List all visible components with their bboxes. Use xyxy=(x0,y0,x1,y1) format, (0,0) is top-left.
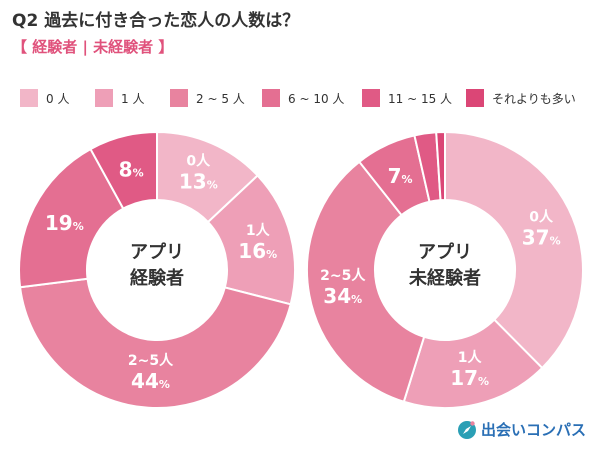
slice-unit: % xyxy=(207,179,218,192)
slice-unit: % xyxy=(133,166,144,179)
slice-value: 17 xyxy=(450,366,478,390)
chart-title: Q2 過去に付き合った恋人の人数は？ xyxy=(12,6,299,31)
slice-label-value: 34% xyxy=(323,284,362,308)
donut-slice xyxy=(435,130,446,202)
legend-item-1: 1 人 xyxy=(95,88,144,108)
legend-swatch xyxy=(262,89,280,107)
slice-label-value: 16% xyxy=(238,239,277,263)
legend-swatch xyxy=(362,89,380,107)
legend-swatch xyxy=(20,89,38,107)
question-text: 過去に付き合った恋人の人数は？ xyxy=(44,11,300,31)
slice-unit: % xyxy=(402,173,413,186)
legend-item-2: 2 ~ 5 人 xyxy=(170,88,245,108)
slice-label-name: 2~5人 xyxy=(128,352,174,369)
center-label: 経験者 xyxy=(130,267,184,289)
slice-label-name: 0人 xyxy=(529,208,554,225)
slice-unit: % xyxy=(550,234,561,247)
slice-unit: % xyxy=(478,375,489,388)
brand-logo: 出会いコンパス xyxy=(457,419,586,440)
chart-subtitle: 【 経験者 | 未経験者 】 xyxy=(12,38,174,56)
slice-value: 19 xyxy=(45,211,73,235)
donut-slice xyxy=(18,147,125,289)
slice-value: 8 xyxy=(119,157,133,181)
legend-label: それよりも多い xyxy=(492,91,576,106)
legend-label: 6 ~ 10 人 xyxy=(288,91,345,106)
slice-value: 7 xyxy=(388,164,402,188)
slice-label-value: 8% xyxy=(119,157,144,181)
slice-label: 19% xyxy=(45,211,84,235)
slice-label-value: 7% xyxy=(388,164,413,188)
legend-label: 0 人 xyxy=(46,91,70,106)
legend-swatch xyxy=(466,89,484,107)
slice-unit: % xyxy=(266,248,277,261)
slice-label-value: 17% xyxy=(450,366,489,390)
legend-label: 11 ~ 15 人 xyxy=(388,91,453,106)
slice-label-value: 44% xyxy=(131,369,170,393)
donut-slice xyxy=(18,277,292,409)
donut-slice xyxy=(444,130,584,370)
legend-swatch xyxy=(95,89,113,107)
question-number: Q2 xyxy=(12,11,39,31)
slice-unit: % xyxy=(159,378,170,391)
legend-item-3: 6 ~ 10 人 xyxy=(262,88,344,108)
slice-label-name: 1人 xyxy=(246,222,271,239)
slice-label-value: 13% xyxy=(179,170,218,194)
slice-unit: % xyxy=(351,293,362,306)
legend: 0 人 1 人 2 ~ 5 人 6 ~ 10 人 11 ~ 15 人 それよりも… xyxy=(20,88,590,108)
slice-value: 37 xyxy=(522,225,550,249)
center-label: アプリ xyxy=(130,241,184,263)
slice-value: 16 xyxy=(238,239,266,263)
brand-name: 出会いコンパス xyxy=(480,421,586,439)
donut-slice xyxy=(402,318,544,409)
legend-label: 1 人 xyxy=(121,91,145,106)
donut-slice xyxy=(306,160,426,403)
compass-icon xyxy=(457,420,476,439)
slice-label-name: 2~5人 xyxy=(320,267,366,284)
slice-label-value: 19% xyxy=(45,211,84,235)
legend-swatch xyxy=(170,89,188,107)
legend-item-0: 0 人 xyxy=(20,88,69,108)
slice-label-name: 1人 xyxy=(458,349,483,366)
slice-label: 7% xyxy=(388,164,413,188)
slice-unit: % xyxy=(73,220,84,233)
slice-value: 34 xyxy=(323,284,351,308)
legend-item-4: 11 ~ 15 人 xyxy=(362,88,452,108)
slice-value: 44 xyxy=(131,369,159,393)
legend-label: 2 ~ 5 人 xyxy=(196,91,245,106)
center-label: 未経験者 xyxy=(409,267,481,289)
center-label: アプリ xyxy=(418,241,472,263)
slice-label: 8% xyxy=(119,157,144,181)
donut-slice xyxy=(89,130,158,211)
legend-item-5: それよりも多い xyxy=(466,88,576,108)
slice-label-value: 37% xyxy=(522,225,561,249)
slice-value: 13 xyxy=(179,170,207,194)
slice-label-name: 0人 xyxy=(186,153,211,170)
